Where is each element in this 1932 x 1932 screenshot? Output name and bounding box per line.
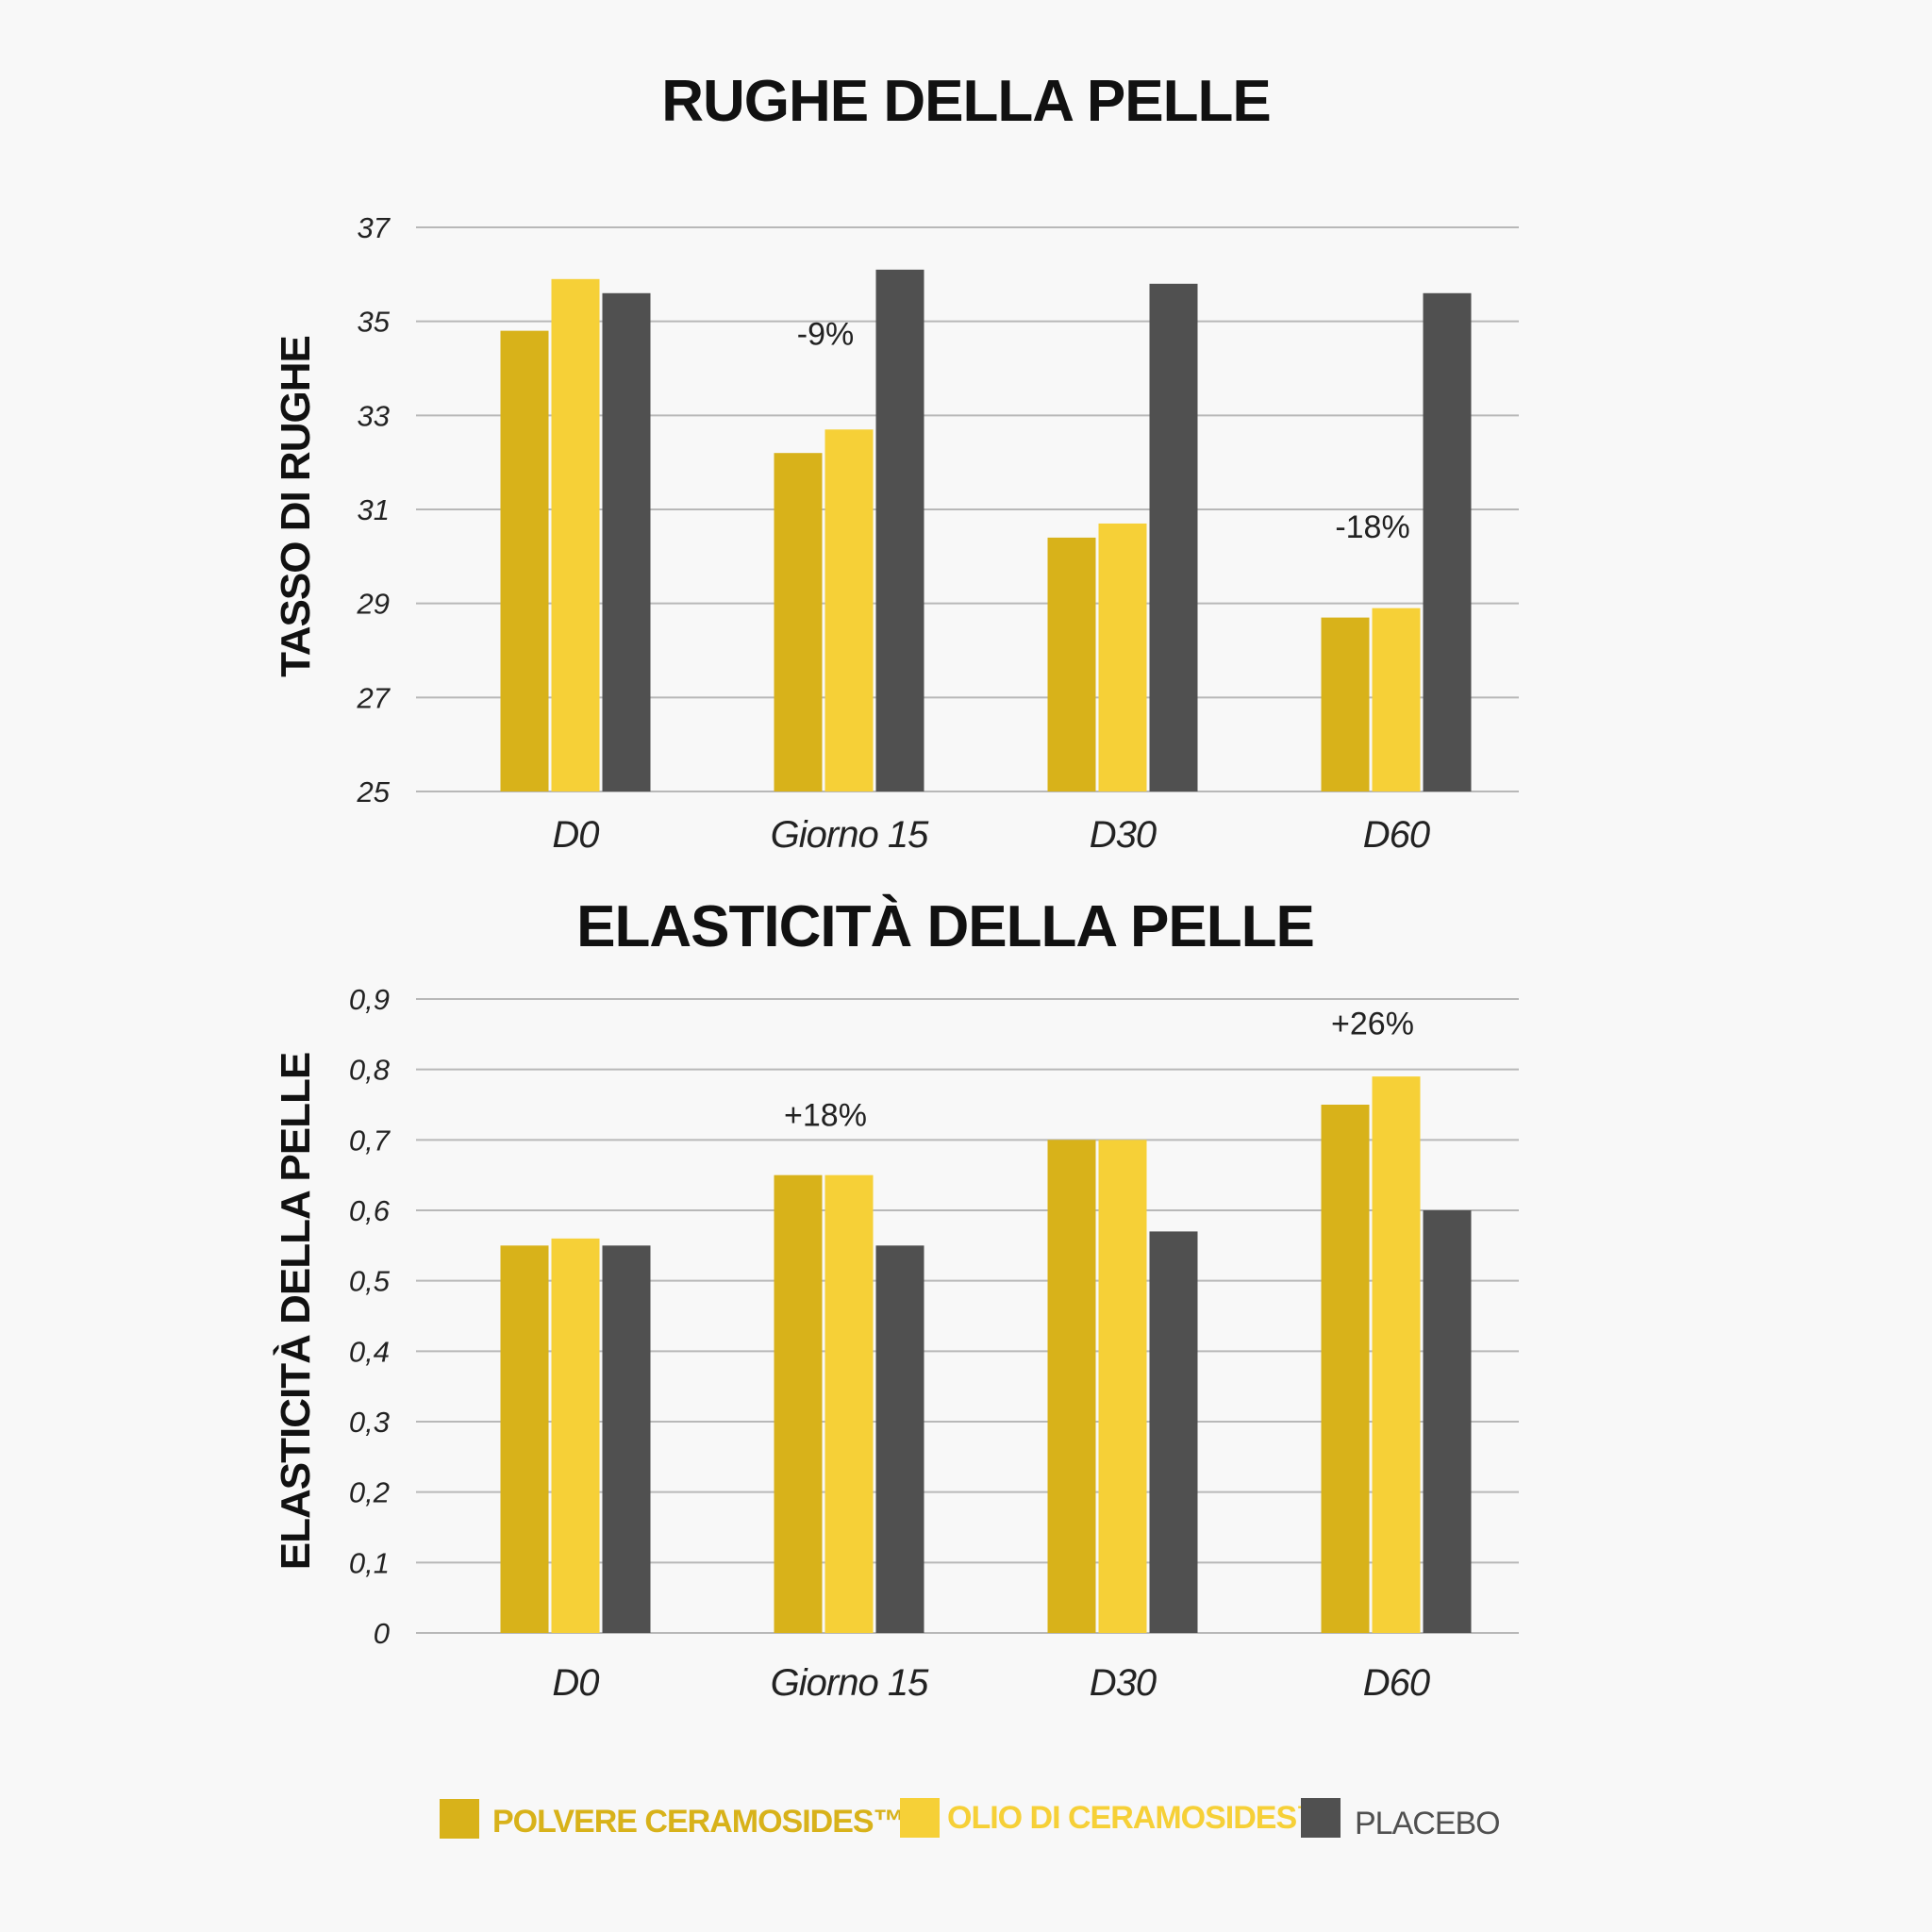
bar-series3-d60: [1423, 292, 1472, 791]
bar-series1-d30: [1047, 1140, 1096, 1633]
bar-series3-d60: [1423, 1210, 1472, 1633]
bar-series1-d30: [1047, 537, 1096, 791]
y-axis-label: ELASTICITÀ DELLA PELLE: [272, 1053, 319, 1570]
annotations: +18% +26%: [784, 1006, 1414, 1133]
legend-swatch: [440, 1799, 479, 1839]
y-tick-label: 31: [358, 493, 390, 526]
legend-swatch: [900, 1798, 940, 1838]
bar-series2-giorno-15: [824, 429, 874, 791]
x-ticks: D0 Giorno 15 D30 D60: [552, 814, 1431, 856]
y-tick-label: 0,4: [349, 1335, 390, 1368]
x-tick-label: D30: [1090, 814, 1157, 856]
wrinkles-chart: RUGHE DELLA PELLE TASSO DI RUGHE 25 27 29 3…: [273, 69, 1519, 856]
legend-item-olio: OLIO DI CERAMOSIDES™: [900, 1798, 1328, 1838]
bar-series2-d60: [1372, 608, 1421, 791]
change-annotation: +18%: [784, 1097, 867, 1133]
y-tick-label: 25: [357, 775, 391, 808]
legend-item-placebo: PLACEBO: [1301, 1798, 1501, 1841]
x-tick-label: D60: [1363, 814, 1430, 856]
y-tick-label: 0,2: [349, 1476, 390, 1509]
bar-series3-d0: [602, 1245, 651, 1633]
y-tick-label: 29: [357, 588, 390, 621]
x-tick-label: D0: [552, 814, 599, 856]
x-tick-label: Giorno 15: [771, 814, 929, 856]
bar-series1-d60: [1321, 617, 1370, 791]
x-tick-label: D30: [1090, 1662, 1157, 1704]
change-annotation: -18%: [1335, 509, 1409, 545]
bar-series2-d30: [1098, 1140, 1147, 1633]
y-tick-label: 37: [358, 211, 391, 244]
chart-title: RUGHE DELLA PELLE: [661, 69, 1271, 134]
x-tick-label: Giorno 15: [771, 1662, 929, 1704]
legend-label: OLIO DI CERAMOSIDES™: [947, 1800, 1327, 1836]
bar-series3-giorno-15: [875, 1245, 924, 1633]
bar-series1-giorno-15: [774, 453, 823, 791]
bar-series3-d30: [1149, 283, 1198, 791]
y-tick-label: 0,9: [349, 983, 390, 1016]
y-ticks: 25 27 29 31 33 35 37: [357, 211, 391, 808]
legend-label: POLVERE CERAMOSIDES™: [492, 1804, 905, 1840]
y-tick-label: 0: [374, 1617, 390, 1650]
bar-series2-d0: [551, 1238, 600, 1633]
y-tick-label: 0,7: [349, 1124, 391, 1157]
y-tick-label: 0,8: [349, 1054, 391, 1087]
y-tick-label: 0,1: [349, 1546, 390, 1579]
bar-series3-d30: [1149, 1231, 1198, 1633]
x-ticks: D0 Giorno 15 D30 D60: [552, 1662, 1431, 1704]
bar-series1-d60: [1321, 1105, 1370, 1633]
bar-series2-giorno-15: [824, 1174, 874, 1633]
bar-series2-d60: [1372, 1076, 1421, 1633]
bar-series2-d0: [551, 278, 600, 792]
chart-title: ELASTICITÀ DELLA PELLE: [576, 894, 1314, 959]
bar-series1-giorno-15: [774, 1174, 823, 1633]
legend-item-polvere: POLVERE CERAMOSIDES™: [440, 1799, 906, 1840]
y-axis-label: TASSO DI RUGHE: [273, 336, 319, 677]
elasticity-chart: ELASTICITÀ DELLA PELLE ELASTICITÀ DELLA …: [272, 894, 1519, 1704]
x-tick-label: D60: [1363, 1662, 1430, 1704]
bar-series1-d0: [500, 330, 549, 791]
y-tick-label: 0,3: [349, 1406, 390, 1439]
bar-series3-giorno-15: [875, 269, 924, 792]
x-tick-label: D0: [552, 1662, 599, 1704]
y-tick-label: 27: [357, 681, 391, 714]
bars: [500, 269, 1472, 792]
y-tick-label: 35: [358, 306, 391, 339]
legend: POLVERE CERAMOSIDES™ OLIO DI CERAMOSIDES…: [440, 1798, 1501, 1841]
bar-series3-d0: [602, 292, 651, 791]
y-tick-label: 0,6: [349, 1194, 391, 1227]
legend-swatch: [1301, 1798, 1341, 1838]
change-annotation: +26%: [1331, 1006, 1414, 1041]
y-tick-label: 33: [358, 399, 390, 432]
bar-series2-d30: [1098, 523, 1147, 791]
gridlines: [416, 226, 1519, 792]
bar-series1-d0: [500, 1245, 549, 1633]
change-annotation: -9%: [797, 317, 854, 353]
bars: [500, 1076, 1472, 1633]
y-ticks: 0 0,1 0,2 0,3 0,4 0,5 0,6 0,7 0,8 0,9: [349, 983, 391, 1650]
y-tick-label: 0,5: [349, 1265, 391, 1298]
legend-label: PLACEBO: [1355, 1806, 1500, 1841]
annotations: -9% -18%: [797, 317, 1410, 545]
